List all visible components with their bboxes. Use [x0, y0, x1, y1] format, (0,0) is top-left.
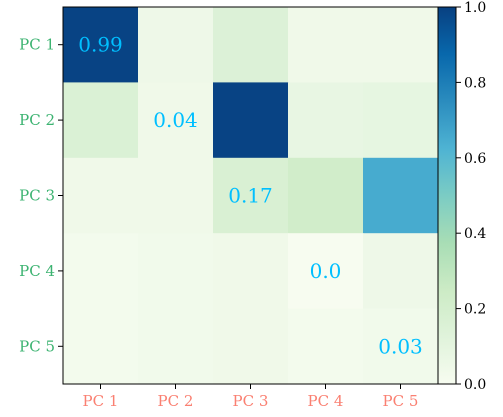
heatmap-cell-r5-c1 — [63, 308, 139, 385]
heatmap-cell-r2-c3 — [213, 82, 289, 159]
heatmap-cell-r4-c3 — [213, 233, 289, 310]
colorbar-tick-label: 0.6 — [464, 151, 486, 167]
x-tick-label: PC 4 — [308, 392, 344, 410]
cell-value-label: 0.04 — [153, 108, 198, 132]
heatmap-cell-r5-c2 — [138, 308, 214, 385]
heatmap-cell-r1-c4 — [288, 7, 364, 83]
heatmap-cell-r3-c1 — [63, 157, 139, 234]
heatmap-cell-r1-c3 — [213, 7, 289, 83]
y-tick-label: PC 4 — [19, 262, 55, 280]
heatmap-cell-r3-c2 — [138, 157, 214, 234]
heatmap-cell-r2-c1 — [63, 82, 139, 159]
x-axis: PC 1 PC 2 PC 3 PC 4 PC 5 — [83, 384, 419, 410]
heatmap-cell-r5-c5 — [363, 308, 439, 385]
x-tick-label: PC 5 — [383, 392, 419, 410]
cell-value-label: 0.03 — [378, 334, 423, 358]
colorbar-tick-label: 1.0 — [464, 0, 486, 16]
heatmap-cell-r1-c5 — [363, 7, 439, 83]
y-tick-label: PC 1 — [19, 36, 55, 54]
x-tick-label: PC 2 — [158, 392, 194, 410]
heatmap-cell-r3-c5 — [363, 157, 439, 234]
cell-labels: 0.99 0.04 0.17 0.0 0.03 — [78, 33, 423, 359]
cell-value-label: 0.99 — [78, 33, 123, 57]
heatmap-cell-r5-c4 — [288, 308, 364, 385]
colorbar-axis: 0.0 0.2 0.4 0.6 0.8 1.0 — [456, 0, 486, 393]
heatmap-cells — [63, 7, 439, 385]
heatmap-cell-r5-c3 — [213, 308, 289, 385]
heatmap-cell-r3-c4 — [288, 157, 364, 234]
colorbar — [437, 6, 457, 385]
colorbar-tick-label: 0.4 — [464, 226, 486, 242]
heatmap-cell-r1-c1 — [63, 7, 139, 83]
cell-value-label: 0.17 — [228, 184, 273, 208]
y-tick-label: PC 2 — [19, 111, 55, 129]
cell-value-label: 0.0 — [310, 259, 342, 283]
colorbar-tick-label: 0.0 — [464, 377, 486, 393]
x-tick-label: PC 1 — [83, 392, 119, 410]
heatmap-cell-r4-c5 — [363, 233, 439, 310]
heatmap-cell-r2-c4 — [288, 82, 364, 159]
heatmap-cell-r2-c2 — [138, 82, 214, 159]
heatmap-cell-r2-c5 — [363, 82, 439, 159]
heatmap-cell-r4-c4 — [288, 233, 364, 310]
y-axis: PC 1 PC 2 PC 3 PC 4 PC 5 — [19, 36, 63, 355]
colorbar-tick-label: 0.2 — [464, 302, 486, 318]
heatmap-cell-r3-c3 — [213, 157, 289, 234]
heatmap-cell-r4-c2 — [138, 233, 214, 310]
colorbar-tick-label: 0.8 — [464, 75, 486, 91]
heatmap-cell-r4-c1 — [63, 233, 139, 310]
y-tick-label: PC 3 — [19, 187, 55, 205]
heatmap-cell-r1-c2 — [138, 7, 214, 83]
y-tick-label: PC 5 — [19, 337, 55, 355]
x-tick-label: PC 3 — [233, 392, 269, 410]
